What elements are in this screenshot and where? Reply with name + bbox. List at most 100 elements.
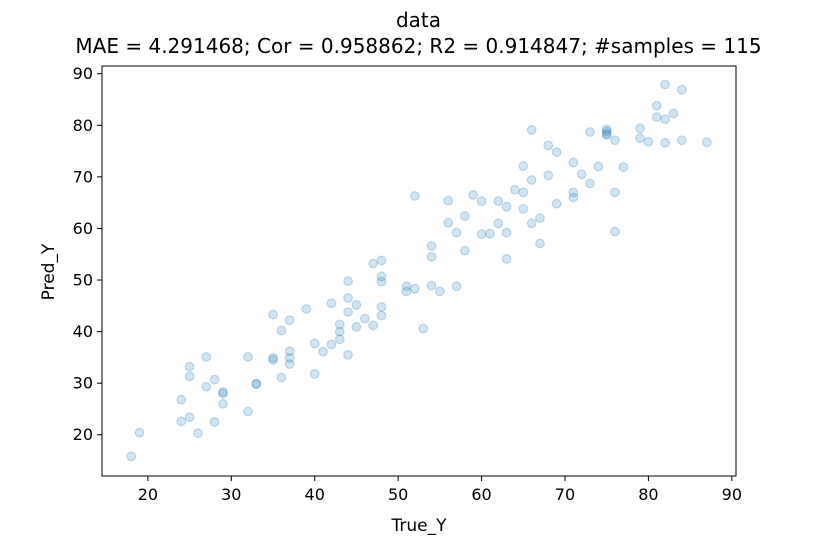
- data-point: [193, 428, 203, 439]
- data-point: [201, 351, 212, 362]
- y-axis-label: Pred_Y: [39, 243, 59, 300]
- data-point: [409, 283, 420, 294]
- data-point: [610, 187, 620, 198]
- data-point: [301, 304, 312, 314]
- x-tick-label: 80: [638, 485, 658, 504]
- data-point: [334, 319, 345, 330]
- data-point: [443, 195, 454, 206]
- data-point: [468, 190, 479, 200]
- data-point: [668, 108, 679, 119]
- data-point: [376, 255, 387, 266]
- y-tick-label: 40: [73, 322, 93, 341]
- data-point: [568, 157, 579, 168]
- data-point: [459, 211, 470, 221]
- data-point: [401, 286, 412, 297]
- data-point: [593, 161, 604, 172]
- data-point: [701, 137, 712, 148]
- data-point: [501, 201, 512, 212]
- data-point: [459, 245, 470, 256]
- data-point: [243, 351, 253, 362]
- plot-frame: [101, 65, 737, 477]
- data-point: [243, 406, 253, 417]
- data-point: [643, 136, 654, 147]
- data-point: [326, 298, 337, 309]
- data-point: [476, 196, 487, 207]
- data-point: [443, 217, 454, 228]
- data-point: [376, 301, 387, 312]
- data-point: [660, 137, 670, 148]
- data-point: [526, 175, 537, 185]
- data-point: [184, 371, 195, 382]
- data-point: [493, 218, 504, 229]
- x-axis-label: True_Y: [391, 516, 448, 536]
- chart-title: data: [396, 8, 441, 32]
- data-point: [426, 280, 437, 291]
- data-point: [526, 125, 537, 135]
- data-point: [518, 161, 529, 171]
- data-point: [276, 325, 287, 336]
- data-point: [610, 135, 620, 146]
- data-point: [276, 372, 287, 383]
- data-point: [343, 276, 353, 286]
- points-layer: [126, 79, 712, 462]
- data-point: [476, 229, 487, 240]
- data-point: [284, 359, 295, 369]
- data-point: [651, 100, 662, 111]
- data-point: [451, 227, 462, 238]
- data-point: [543, 140, 554, 151]
- data-point: [510, 184, 520, 195]
- data-point: [568, 187, 579, 198]
- data-point: [493, 196, 504, 207]
- data-point: [284, 315, 295, 326]
- data-point: [676, 135, 687, 146]
- data-point: [501, 227, 512, 238]
- data-point: [209, 416, 220, 427]
- data-point: [318, 346, 328, 357]
- data-point: [635, 123, 645, 134]
- y-tick-label: 70: [73, 167, 93, 186]
- data-point: [351, 322, 362, 332]
- data-point: [651, 112, 662, 122]
- data-point: [359, 313, 370, 324]
- data-point: [601, 126, 612, 137]
- data-point: [618, 162, 629, 172]
- data-point: [418, 323, 429, 334]
- data-point: [409, 191, 420, 201]
- data-point: [501, 253, 512, 264]
- data-point: [376, 310, 387, 321]
- data-point: [201, 381, 212, 392]
- y-tick-label: 30: [73, 374, 93, 393]
- data-point: [251, 379, 262, 390]
- data-point: [268, 309, 278, 320]
- data-point: [218, 398, 228, 409]
- data-point: [543, 170, 554, 181]
- x-tick-label: 30: [221, 485, 241, 504]
- data-point: [376, 276, 387, 287]
- data-point: [426, 251, 437, 262]
- data-point: [676, 84, 687, 95]
- y-tick-label: 90: [73, 64, 93, 83]
- data-point: [526, 218, 537, 229]
- y-tick-label: 20: [73, 425, 93, 444]
- data-point: [368, 258, 379, 269]
- data-point: [176, 416, 187, 427]
- data-point: [568, 192, 579, 203]
- data-point: [610, 226, 620, 237]
- data-point: [601, 130, 612, 141]
- data-point: [551, 198, 562, 209]
- data-point: [635, 133, 645, 144]
- y-tick-label: 50: [73, 271, 93, 290]
- data-point: [535, 238, 545, 249]
- data-point: [485, 228, 495, 239]
- data-point: [426, 241, 437, 251]
- data-point: [126, 451, 137, 462]
- data-point: [660, 114, 670, 125]
- data-point: [601, 128, 612, 139]
- x-tick-label: 20: [138, 485, 158, 504]
- data-point: [551, 147, 562, 158]
- data-point: [309, 338, 320, 349]
- data-point: [351, 299, 362, 310]
- data-point: [376, 271, 387, 282]
- data-point: [334, 334, 345, 345]
- data-point: [251, 378, 262, 389]
